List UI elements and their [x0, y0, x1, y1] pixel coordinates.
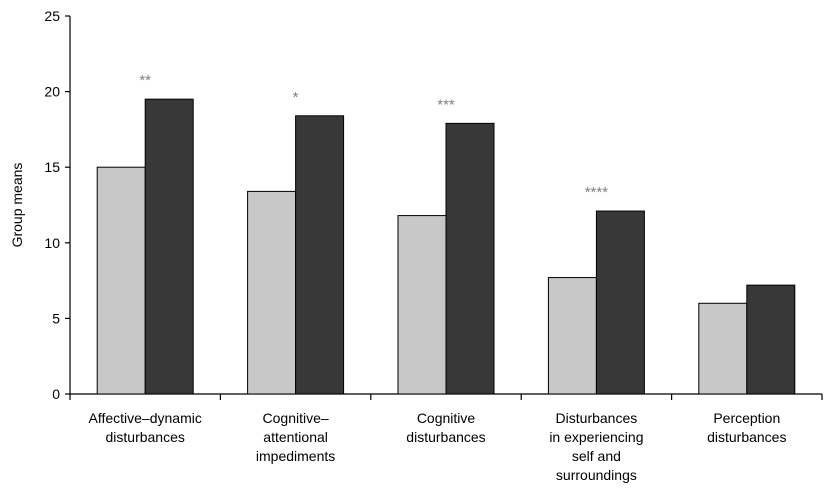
category-label: Cognitive disturbances	[406, 410, 485, 445]
y-tick-label: 15	[44, 159, 60, 175]
bars	[96, 98, 796, 395]
category-label: Cognitive– attentional impediments	[256, 410, 335, 464]
bar-series-2-category-5	[746, 284, 796, 395]
bar-series-2-category-3	[445, 122, 495, 395]
bar-series-1-category-3	[397, 215, 447, 395]
y-tick-label: 25	[44, 8, 60, 24]
bar-series-1-category-2	[247, 190, 297, 395]
category-label: Perception disturbances	[707, 410, 786, 445]
significance-label: ***	[437, 96, 455, 113]
bar-series-1-category-5	[698, 302, 748, 395]
category-labels: Affective–dynamic disturbances Cognitive– a…	[89, 410, 787, 483]
y-axis-label: Group means	[9, 163, 25, 248]
significance-labels: *** *******	[139, 72, 608, 201]
significance-label: ****	[585, 184, 609, 201]
y-axis: 0 5 10 15 20 25	[44, 8, 71, 402]
bar-series-2-category-1	[144, 98, 194, 395]
y-tick-label: 10	[44, 235, 60, 251]
significance-label: **	[139, 72, 151, 89]
significance-label: *	[293, 89, 299, 106]
category-label: Affective–dynamic disturbances	[89, 410, 202, 445]
y-tick-label: 0	[52, 386, 60, 402]
category-label: Disturbances in experiencing self and surro…	[549, 410, 643, 483]
bar-series-1-category-4	[547, 277, 597, 395]
bar-series-1-category-1	[96, 166, 146, 395]
bar-series-2-category-4	[595, 210, 645, 395]
y-tick-label: 5	[52, 310, 60, 326]
x-axis	[69, 393, 823, 400]
bar-series-2-category-2	[295, 115, 345, 395]
y-tick-label: 20	[44, 84, 60, 100]
